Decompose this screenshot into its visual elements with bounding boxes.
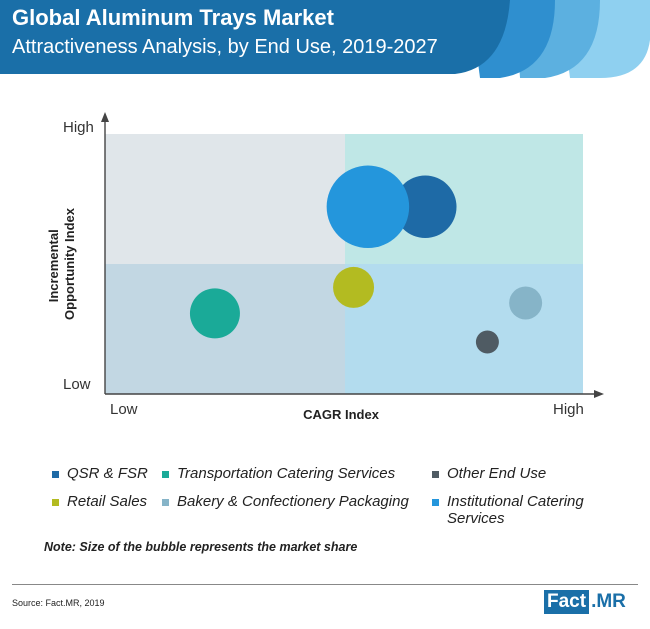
logo-part-fact: Fact xyxy=(544,590,590,614)
legend-label: Bakery & Confectionery Packaging xyxy=(177,493,409,510)
y-tick-low: Low xyxy=(63,376,91,393)
bubble-size-note: Note: Size of the bubble represents the … xyxy=(44,540,358,554)
source-text: Source: Fact.MR, 2019 xyxy=(12,598,105,608)
bubble-other-end-use xyxy=(475,330,499,354)
bubble-bakery-confectionery-packaging xyxy=(509,286,543,320)
quadrant-top-left xyxy=(105,134,345,264)
bubble-institutional-catering-services xyxy=(326,165,410,249)
x-tick-low: Low xyxy=(110,401,138,418)
header-background xyxy=(0,0,650,78)
legend-item-retail-sales: Retail Sales xyxy=(52,493,147,510)
x-axis-arrow xyxy=(594,390,604,398)
legend-swatch xyxy=(162,471,169,478)
legend-label: Institutional Catering Services xyxy=(447,493,584,527)
legend-item-qsr-fsr: QSR & FSR xyxy=(52,465,148,482)
x-axis-label: CAGR Index xyxy=(303,407,380,422)
y-axis-label: Incremental Opportunity Index xyxy=(46,207,77,320)
legend-label: Transportation Catering Services xyxy=(177,465,396,482)
legend-label: QSR & FSR xyxy=(67,465,148,482)
legend-item-institutional: Institutional Catering Services xyxy=(432,493,602,527)
legend-item-bakery: Bakery & Confectionery Packaging xyxy=(162,493,409,510)
y-axis-arrow xyxy=(101,112,109,122)
bubble-transportation-catering-services xyxy=(189,288,240,339)
quadrant-bottom-right xyxy=(345,264,583,394)
logo-part-mr: .MR xyxy=(591,591,626,612)
bubbles-group xyxy=(189,165,543,354)
bubble-chart: High Low Low High CAGR Index Incremental… xyxy=(46,112,604,422)
bubble-retail-sales xyxy=(333,266,375,308)
legend-item-transportation: Transportation Catering Services xyxy=(162,465,395,482)
footer-divider xyxy=(12,584,638,585)
legend: QSR & FSR Transportation Catering Servic… xyxy=(52,465,632,535)
legend-label: Retail Sales xyxy=(67,493,148,510)
x-tick-high: High xyxy=(553,401,584,418)
legend-label: Other End Use xyxy=(447,465,547,482)
legend-swatch xyxy=(432,499,439,506)
factmr-logo: Fact .MR xyxy=(544,590,628,614)
legend-swatch xyxy=(52,499,59,506)
page-title: Global Aluminum Trays Market xyxy=(12,5,334,30)
bubble-qsr-fsr xyxy=(394,175,457,239)
legend-swatch xyxy=(432,471,439,478)
legend-item-other-end-use: Other End Use xyxy=(432,465,546,482)
page-subtitle: Attractiveness Analysis, by End Use, 201… xyxy=(12,36,438,58)
y-tick-high: High xyxy=(63,119,94,136)
legend-swatch xyxy=(162,499,169,506)
legend-swatch xyxy=(52,471,59,478)
header-banner: Global Aluminum Trays Market Attractiven… xyxy=(0,0,650,80)
header-main-bar xyxy=(0,0,510,74)
